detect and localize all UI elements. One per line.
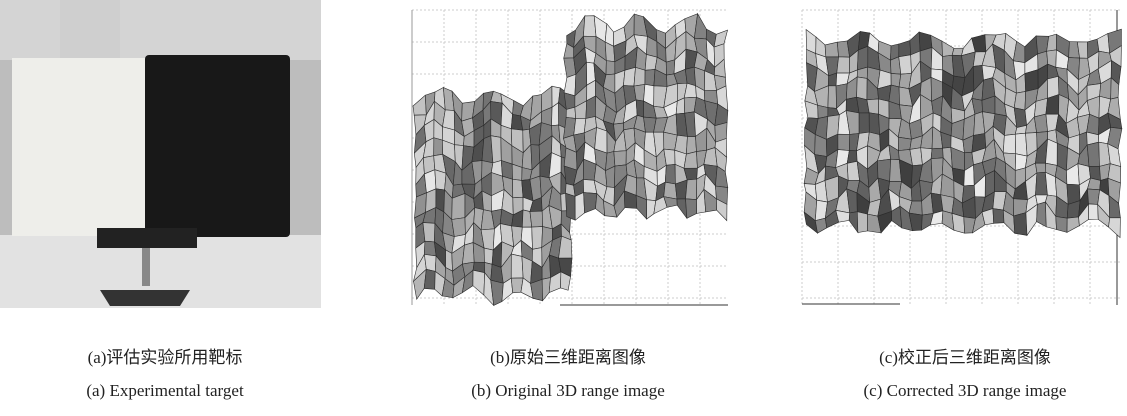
decor [993, 209, 1004, 224]
decor [511, 254, 523, 278]
caption-en: (c) Corrected 3D range image [795, 381, 1127, 401]
decor [564, 93, 575, 110]
decor [899, 41, 911, 57]
caption-en: (b) Original 3D range image [398, 381, 738, 401]
decor [686, 136, 696, 154]
decor [434, 138, 443, 156]
decor [614, 151, 626, 166]
decor [636, 195, 647, 219]
decor [564, 74, 576, 95]
decor [413, 95, 426, 115]
decor [1097, 34, 1110, 54]
decor [566, 193, 576, 220]
decor [606, 61, 615, 75]
decor [452, 193, 465, 219]
decor [715, 166, 727, 187]
caption-zh: (a)评估实验所用靶标 [0, 343, 335, 368]
decor [532, 227, 543, 250]
decor [491, 136, 501, 163]
decor [1014, 213, 1027, 236]
decor [838, 134, 850, 150]
decor [484, 248, 493, 264]
decor [462, 243, 474, 264]
decor [1014, 91, 1025, 110]
decor [857, 212, 867, 233]
decor [636, 100, 643, 117]
figure-panels [0, 0, 1127, 320]
figure: (a)评估实验所用靶标 (a) Experimental target (b)原… [0, 0, 1127, 416]
decor [952, 213, 965, 233]
range-image-original [412, 10, 728, 305]
decor [584, 193, 597, 213]
decor [857, 46, 867, 70]
decor [857, 77, 868, 100]
decor [443, 88, 454, 111]
caption-zh: (b)原始三维距离图像 [398, 343, 738, 368]
decor [1089, 204, 1099, 220]
decor [645, 69, 655, 85]
decor [665, 164, 675, 184]
decor [677, 199, 687, 218]
decor [435, 170, 446, 190]
decor [1087, 142, 1099, 166]
decor [869, 113, 879, 135]
decor [1015, 133, 1027, 156]
decor [623, 67, 635, 86]
decor [575, 193, 584, 221]
decor [825, 42, 839, 57]
decor [1034, 114, 1047, 132]
decor [530, 211, 543, 227]
decor [566, 107, 576, 118]
decor [424, 254, 436, 271]
decor [1109, 218, 1121, 238]
range-image-corrected [802, 10, 1122, 305]
decor [837, 57, 850, 73]
decor [1003, 134, 1016, 154]
decor [513, 179, 524, 198]
decor [877, 159, 890, 181]
decor [898, 137, 911, 150]
decor [849, 212, 858, 233]
caption-en: (a) Experimental target [0, 381, 335, 401]
decor [1035, 163, 1045, 173]
decor [1067, 217, 1079, 232]
decor [931, 148, 943, 159]
photo-target [0, 0, 321, 308]
decor [666, 60, 675, 75]
decor [686, 179, 697, 199]
decor [424, 269, 435, 289]
decor [473, 270, 485, 295]
decor [859, 113, 869, 134]
decor [815, 218, 826, 233]
decor [1046, 139, 1058, 165]
decor [634, 67, 645, 86]
caption-zh: (c)校正后三维距离图像 [795, 343, 1127, 368]
decor [423, 223, 435, 242]
decor [899, 55, 912, 74]
decor [664, 182, 677, 199]
decor [828, 86, 837, 109]
decor [686, 199, 697, 218]
decor [1037, 202, 1047, 227]
decor [1056, 216, 1067, 232]
decor [452, 218, 466, 237]
decor [1025, 70, 1038, 92]
